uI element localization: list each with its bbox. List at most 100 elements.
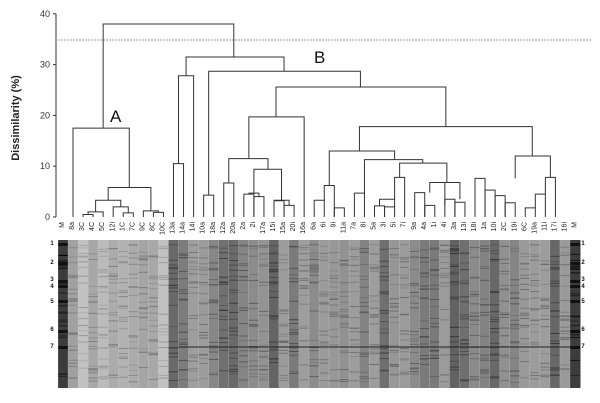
dendrogram-branch (72, 127, 130, 217)
lane-label: 3C (79, 222, 86, 231)
lane-label: 7C (129, 222, 136, 231)
dendrogram-branch (152, 211, 164, 217)
lane-label: 6a (310, 222, 317, 230)
lane-label: 10a (200, 222, 207, 234)
lane-label: 2i (250, 222, 257, 228)
lane-label: 4i (441, 222, 448, 228)
lane-label: 11a (340, 222, 347, 233)
dendrogram-branch (275, 86, 447, 127)
band-marker-label: 4 (50, 284, 54, 290)
dendrogram-branch (82, 213, 94, 217)
lane-label: 19i (511, 222, 518, 232)
dendrogram-branch (253, 196, 265, 217)
dendrogram-branch (374, 205, 386, 217)
dendrogram-branch (379, 198, 396, 207)
lane-label: 18a (210, 222, 217, 234)
dendrogram-branch (484, 189, 496, 217)
lane-label: 4a (421, 222, 428, 230)
y-axis: 0 10 20 30 40 (40, 9, 57, 222)
cluster-b-label: B (314, 48, 325, 67)
band-marker-label: 1 (581, 241, 585, 247)
lane-label: 8a (69, 222, 76, 230)
lane-label: 5C (99, 222, 106, 231)
dendrogram-branch (333, 207, 345, 217)
dendrogram-branch (353, 192, 365, 217)
band-marker-label: 2 (581, 260, 585, 266)
dendrogram-branch (228, 158, 269, 183)
lane-label: 7a (350, 222, 357, 230)
lane-label: 14a (180, 222, 187, 234)
lane-label: 20a (230, 222, 237, 234)
dendrogram-branch (142, 210, 159, 217)
lane-label: 1i (431, 222, 438, 228)
dendrogram-branch (514, 155, 551, 179)
y-tick: 30 (40, 60, 50, 70)
lane-label: 15a (280, 222, 287, 234)
cluster-a-label: A (110, 107, 122, 126)
band-marker-label: 4 (581, 284, 585, 290)
dendrogram-branch (358, 126, 533, 157)
band-marker-label: 7 (581, 344, 585, 350)
dendrogram-branch (474, 177, 486, 217)
lane-labels: M 8a 3C 4C 5C 12i 1C 7C 9C 8C 10C 13a 14a 14i 10a 18a 12… (59, 222, 579, 235)
lane-label: 5i (391, 222, 398, 228)
dendrogram-branch (173, 163, 185, 217)
dendrogram-branch (384, 206, 396, 217)
dendrogram-branch (223, 182, 235, 217)
dendrogram-branch (323, 185, 335, 217)
band-marker-label: 6 (581, 327, 585, 333)
lane-label: 2a (240, 222, 247, 230)
dendrogram-branch (524, 207, 536, 217)
lane-label: 3a (451, 222, 458, 230)
band-marker-label: 7 (50, 344, 54, 350)
lane-label: 4C (89, 222, 96, 231)
dendrogram-branch (203, 194, 215, 217)
dendrogram-branch (494, 195, 506, 217)
dendrogram-branch (243, 193, 255, 217)
lane-label: 2C (501, 222, 508, 231)
lane-label: 8C (149, 222, 156, 231)
lane-label: 19a (531, 222, 538, 234)
dendrogram-branch (399, 162, 448, 183)
dendrogram-branch (429, 181, 446, 206)
dendrogram-branch (444, 198, 456, 217)
dendrogram-branch (434, 181, 461, 200)
y-tick: 20 (40, 110, 50, 120)
lane-label: 14i (190, 222, 197, 232)
lane-label: 6C (521, 222, 528, 231)
lane-label: 12a (220, 222, 227, 234)
lane-label: 18i (471, 222, 478, 232)
dendrogram-branch (102, 23, 235, 129)
dendrogram-branch (122, 212, 134, 217)
dendrogram-branch (504, 202, 516, 217)
dendrogram-branch (544, 176, 556, 217)
dendrogram-branch (112, 206, 129, 217)
y-tick: 40 (40, 9, 50, 19)
lane-label: 11i (541, 222, 548, 231)
lane-label: M (59, 222, 66, 228)
dendrogram-branch (208, 70, 361, 196)
dendrogram-tree (72, 23, 556, 217)
band-marker-label: 3 (581, 277, 585, 283)
dendrogram-branch (283, 204, 295, 217)
lane-label: M (572, 222, 579, 228)
lane-label: 8i (361, 222, 368, 228)
dendrogram-branch (454, 201, 466, 217)
dendrogram-branch (394, 176, 406, 217)
lane-label: 12i (109, 222, 116, 232)
lane-label: 16a (300, 222, 307, 234)
dendrogram-branch (95, 199, 122, 212)
lane-label: 3i (381, 222, 388, 228)
dendrogram-branch (253, 168, 283, 201)
lane-label: 10i (491, 222, 498, 232)
lane-label: 16i (562, 222, 569, 232)
lane-label: 6i (320, 222, 327, 228)
lane-label: 17i (551, 222, 558, 232)
lane-label: 13a (170, 222, 177, 234)
dendrogram-branch (328, 150, 396, 186)
lane-label: 10C (160, 222, 167, 235)
lane-label: 15i (270, 222, 277, 232)
lane-label: 13i (461, 222, 468, 232)
dendrogram-branch (273, 200, 285, 217)
